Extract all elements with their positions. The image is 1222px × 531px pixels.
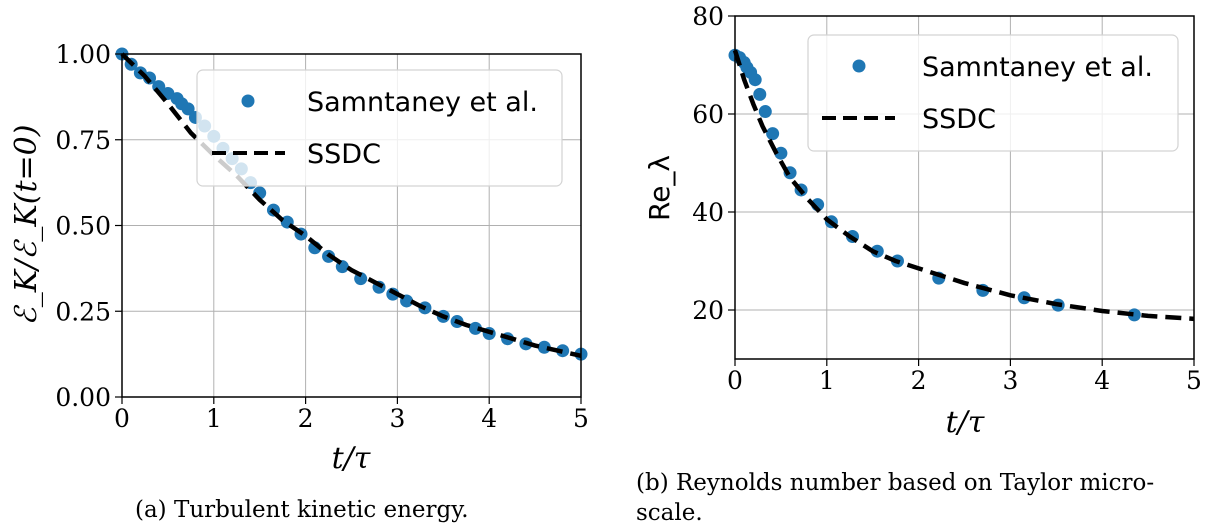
- chart-b-ytick-label: 80: [692, 2, 724, 31]
- chart-a-data-point: [468, 321, 482, 335]
- chart-b-data-point: [766, 127, 780, 141]
- chart-b-legend-label-1: Samntaney et al.: [922, 52, 1153, 83]
- chart-a-ticks: 0 1 2 3 4 5 0.00 0.25 0.50 0.75 1.00: [55, 40, 589, 433]
- chart-b: 0 1 2 3 4 5 20 40 60 80 t/τ Re_λ Samntaney et al.…: [643, 2, 1202, 440]
- chart-a-ytick-label: 0.50: [55, 212, 111, 241]
- chart-b-xlabel: t/τ: [946, 405, 985, 440]
- chart-a-data-point: [181, 102, 195, 116]
- chart-a-xtick-label: 4: [481, 404, 497, 433]
- chart-a-ylabel: ℰ_K/ℰ_K(t=0): [9, 125, 44, 326]
- chart-b-legend-label-2: SSDC: [922, 104, 996, 135]
- chart-b-legend: Samntaney et al. SSDC: [807, 34, 1179, 152]
- chart-a-xtick-label: 0: [114, 404, 130, 433]
- chart-b-frame: [734, 15, 1195, 360]
- chart-a-xlabel: t/τ: [332, 441, 371, 476]
- chart-a-legend: Samntaney et al. SSDC: [196, 69, 563, 187]
- chart-b-xtick-label: 2: [911, 366, 927, 395]
- caption-a-text: Turbulent kinetic energy.: [173, 497, 469, 523]
- chart-a: 0 1 2 3 4 5 0.00 0.25 0.50 0.75 1.00 t/τ ℰ_K/ℰ_K(t…: [9, 40, 589, 476]
- caption-b: (b) Reynolds number based on Taylor micr…: [636, 468, 1216, 528]
- chart-b-data-point: [753, 87, 767, 101]
- chart-a-ytick-label: 0.25: [55, 297, 111, 326]
- chart-b-legend-marker: [852, 59, 866, 73]
- chart-a-legend-marker: [241, 94, 255, 108]
- chart-a-ssdc-line: [120, 52, 582, 359]
- chart-b-xtick-label: 0: [727, 366, 743, 395]
- chart-b-ticks: 0 1 2 3 4 5 20 40 60 80: [692, 2, 1202, 395]
- chart-b-ytick-label: 20: [692, 296, 724, 325]
- chart-a-ytick-label: 1.00: [55, 40, 111, 69]
- chart-b-xtick-label: 4: [1094, 366, 1110, 395]
- chart-b-xtick-label: 3: [1002, 366, 1018, 395]
- chart-a-ytick-label: 0.75: [55, 126, 111, 155]
- caption-a: (a) Turbulent kinetic energy.: [135, 495, 469, 525]
- chart-b-xtick-label: 1: [819, 366, 835, 395]
- chart-b-legend-box: [807, 34, 1179, 152]
- chart-b-ssdc-line: [732, 49, 1195, 322]
- caption-b-text: Reynolds number based on Taylor micro-sc…: [636, 470, 1155, 526]
- chart-b-xtick-label: 5: [1186, 366, 1202, 395]
- chart-b-data-point: [774, 146, 788, 160]
- chart-a-legend-box: [196, 69, 563, 187]
- chart-a-ytick-label: 0.00: [55, 383, 111, 412]
- chart-a-xtick-label: 2: [298, 404, 314, 433]
- chart-b-ytick-label: 60: [692, 100, 724, 129]
- chart-a-xtick-label: 5: [573, 404, 589, 433]
- chart-a-legend-label-2: SSDC: [307, 139, 381, 170]
- caption-b-label: (b): [636, 470, 669, 496]
- caption-a-label: (a): [135, 497, 167, 523]
- chart-b-series: [728, 48, 1195, 322]
- chart-a-legend-label-1: Samntaney et al.: [307, 87, 538, 118]
- chart-a-xtick-label: 1: [206, 404, 222, 433]
- chart-b-data-point: [1127, 308, 1141, 322]
- chart-b-ytick-label: 40: [692, 198, 724, 227]
- chart-b-ylabel: Re_λ: [643, 155, 676, 221]
- chart-b-data-point: [748, 73, 762, 87]
- chart-b-data-point: [758, 105, 772, 119]
- chart-a-xtick-label: 3: [389, 404, 405, 433]
